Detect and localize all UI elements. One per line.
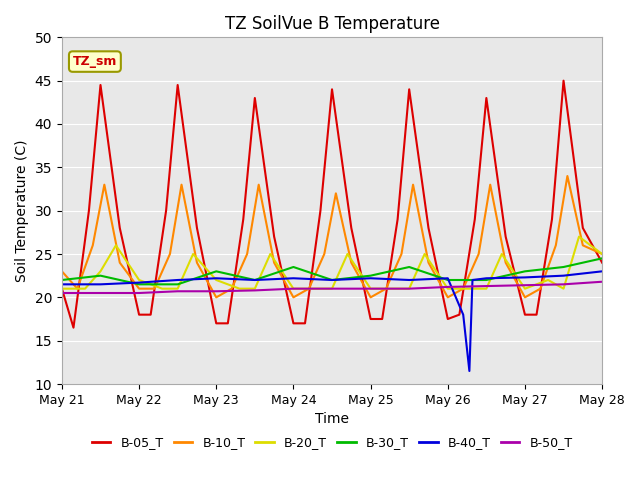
Title: TZ SoilVue B Temperature: TZ SoilVue B Temperature	[225, 15, 440, 33]
Legend: B-05_T, B-10_T, B-20_T, B-30_T, B-40_T, B-50_T: B-05_T, B-10_T, B-20_T, B-30_T, B-40_T, …	[86, 431, 577, 454]
Y-axis label: Soil Temperature (C): Soil Temperature (C)	[15, 139, 29, 282]
X-axis label: Time: Time	[315, 412, 349, 426]
Text: TZ_sm: TZ_sm	[73, 55, 117, 68]
